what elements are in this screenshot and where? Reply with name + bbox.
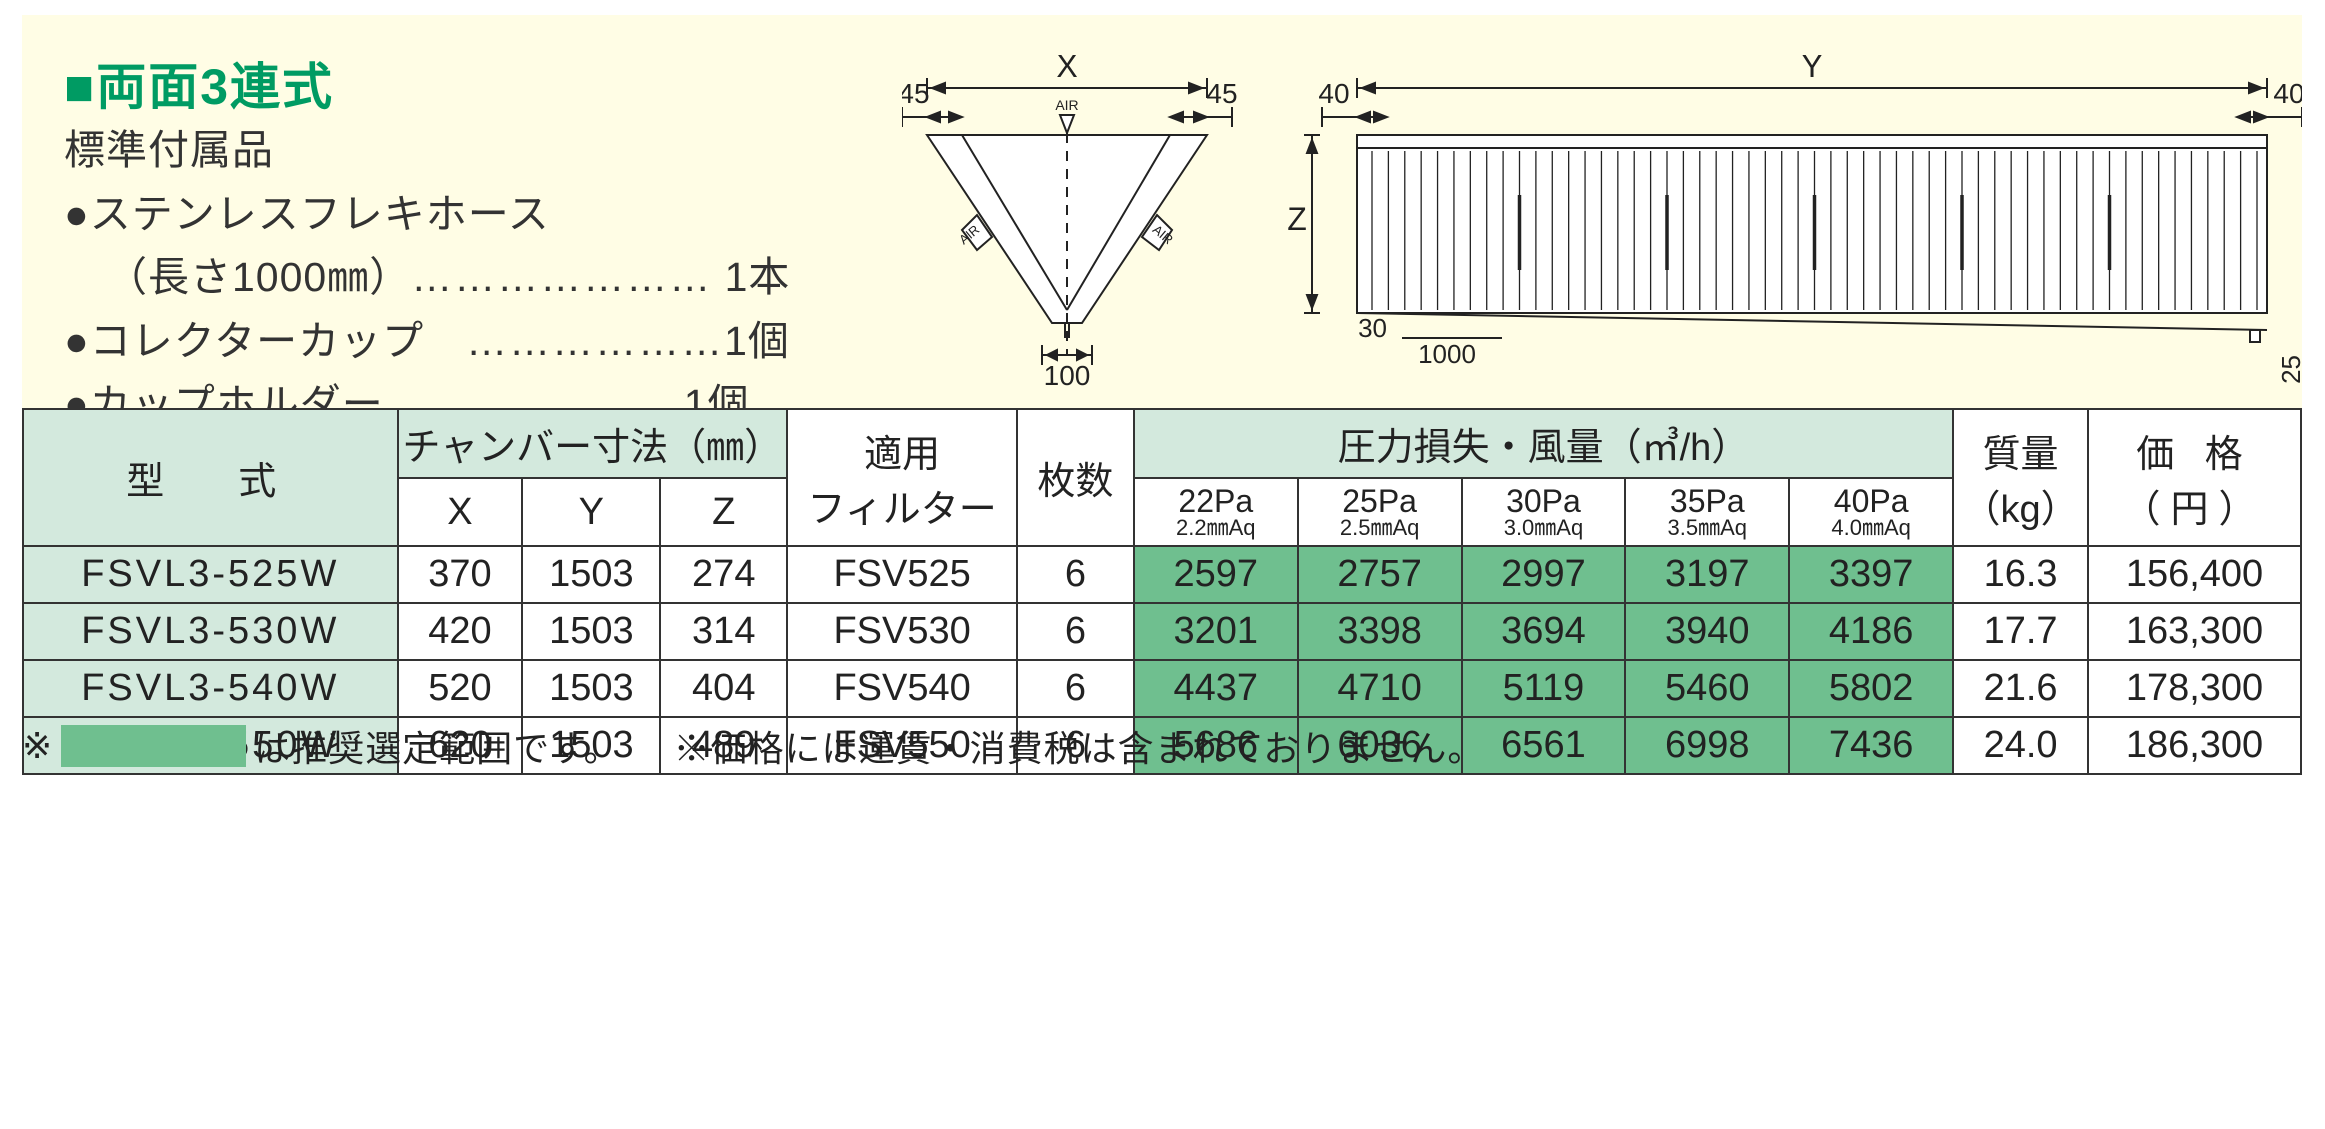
table-cell: FSVL3-525W <box>23 546 398 603</box>
table-cell: 520 <box>398 660 523 717</box>
table-cell: 370 <box>398 546 523 603</box>
accessories-block: 標準付属品 ●ステンレスフレキホース （長さ1000㎜） ………………… 1本 … <box>64 119 790 437</box>
table-cell: 4437 <box>1134 660 1298 717</box>
table-cell: 16.3 <box>1953 546 2088 603</box>
accessory-label: ●ステンレスフレキホース <box>64 183 550 247</box>
th-pa: 40Pa4.0㎜Aq <box>1789 478 1953 546</box>
dim-z: Z <box>1287 201 1307 237</box>
table-cell: 1503 <box>522 603 660 660</box>
table-cell: 3201 <box>1134 603 1298 660</box>
table-cell: 3397 <box>1789 546 1953 603</box>
table-cell: 21.6 <box>1953 660 2088 717</box>
th-x: X <box>398 478 523 546</box>
accessory-label: ●コレクターカップ <box>64 310 424 374</box>
table-cell: 2597 <box>1134 546 1298 603</box>
th-model: 型 式 <box>23 409 398 546</box>
accessory-item: ●ステンレスフレキホース <box>64 183 790 247</box>
dimension-diagram: X 45 45 100 AIR AIR AIR <box>902 55 2302 405</box>
table-cell: FSV540 <box>787 660 1017 717</box>
th-pa: 30Pa3.0㎜Aq <box>1462 478 1626 546</box>
footnote-text1: は推奨選定範囲です。 <box>254 720 620 772</box>
dim-45r: 45 <box>1206 78 1237 109</box>
diagram-svg: X 45 45 100 AIR AIR AIR <box>902 55 2302 405</box>
dim-30: 30 <box>1358 313 1387 343</box>
table-cell: FSVL3-540W <box>23 660 398 717</box>
table-cell: 5119 <box>1462 660 1626 717</box>
legend-swatch <box>61 725 246 767</box>
table-cell: 2997 <box>1462 546 1626 603</box>
table-cell: 6 <box>1017 546 1134 603</box>
th-z: Z <box>660 478 787 546</box>
table-cell: 3694 <box>1462 603 1626 660</box>
th-y: Y <box>522 478 660 546</box>
dim-y: Y <box>1801 55 1822 84</box>
dots: ………………… <box>411 246 712 310</box>
th-mass: 質量（kg） <box>1953 409 2088 546</box>
accessory-detail: （長さ1000㎜） <box>106 246 411 310</box>
dim-25: 25 <box>2276 355 2302 384</box>
table-cell: 6 <box>1017 660 1134 717</box>
dim-40l: 40 <box>1318 78 1349 109</box>
table-cell: 186,300 <box>2088 717 2301 774</box>
footnote: ※ は推奨選定範囲です。 ※価格には運賃・消費税は含まれておりません。 <box>22 720 1484 772</box>
th-sheets: 枚数 <box>1017 409 1134 546</box>
accessories-heading: 標準付属品 <box>64 119 790 183</box>
dots: ……………… <box>466 310 724 374</box>
table-cell: 6 <box>1017 603 1134 660</box>
table-cell: 1503 <box>522 546 660 603</box>
table-cell: 2757 <box>1298 546 1462 603</box>
table-cell: 156,400 <box>2088 546 2301 603</box>
th-pressure: 圧力損失・風量（㎥/h） <box>1134 409 1953 478</box>
table-cell: 5802 <box>1789 660 1953 717</box>
air-label: AIR <box>1055 97 1078 113</box>
table-row: FSVL3-530W4201503314FSV53063201339836943… <box>23 603 2301 660</box>
th-pa: 25Pa2.5㎜Aq <box>1298 478 1462 546</box>
table-row: FSVL3-525W3701503274FSV52562597275729973… <box>23 546 2301 603</box>
table-cell: 314 <box>660 603 787 660</box>
top-panel: ■両面3連式 標準付属品 ●ステンレスフレキホース （長さ1000㎜） …………… <box>22 15 2302 408</box>
dim-x: X <box>1056 55 1077 84</box>
table-cell: 1503 <box>522 660 660 717</box>
table-cell: 404 <box>660 660 787 717</box>
table-cell: 4186 <box>1789 603 1953 660</box>
accessory-qty: 1個 <box>724 310 790 374</box>
table-cell: 163,300 <box>2088 603 2301 660</box>
page: ■両面3連式 標準付属品 ●ステンレスフレキホース （長さ1000㎜） …………… <box>0 0 2325 1129</box>
accessory-item: ●コレクターカップ ……………… 1個 <box>64 310 790 374</box>
table-cell: 7436 <box>1789 717 1953 774</box>
th-chamber: チャンバー寸法（㎜） <box>398 409 788 478</box>
th-pa: 35Pa3.5㎜Aq <box>1625 478 1789 546</box>
table-cell: 4710 <box>1298 660 1462 717</box>
th-filter: 適用フィルター <box>787 409 1017 546</box>
table-cell: FSV525 <box>787 546 1017 603</box>
table-cell: 420 <box>398 603 523 660</box>
dim-100: 100 <box>1044 360 1091 391</box>
table-cell: 5460 <box>1625 660 1789 717</box>
footnote-prefix: ※ <box>22 725 53 767</box>
table-cell: 274 <box>660 546 787 603</box>
table-cell: FSVL3-530W <box>23 603 398 660</box>
accessory-qty: 1本 <box>725 246 791 310</box>
table-cell: 3398 <box>1298 603 1462 660</box>
table-row: FSVL3-540W5201503404FSV54064437471051195… <box>23 660 2301 717</box>
dim-45l: 45 <box>902 78 930 109</box>
table-cell: FSV530 <box>787 603 1017 660</box>
th-pa: 22Pa2.2㎜Aq <box>1134 478 1298 546</box>
dim-1000: 1000 <box>1418 339 1476 369</box>
th-price: 価 格（円） <box>2088 409 2301 546</box>
table-cell: 6561 <box>1462 717 1626 774</box>
dim-40r: 40 <box>2273 78 2302 109</box>
table-cell: 17.7 <box>1953 603 2088 660</box>
table-cell: 3940 <box>1625 603 1789 660</box>
accessory-item: （長さ1000㎜） ………………… 1本 <box>64 246 790 310</box>
table-cell: 178,300 <box>2088 660 2301 717</box>
table-cell: 6998 <box>1625 717 1789 774</box>
section-title: ■両面3連式 <box>64 47 334 119</box>
table-cell: 24.0 <box>1953 717 2088 774</box>
table-cell: 3197 <box>1625 546 1789 603</box>
footnote-text2: ※価格には運賃・消費税は含まれておりません。 <box>674 720 1485 772</box>
